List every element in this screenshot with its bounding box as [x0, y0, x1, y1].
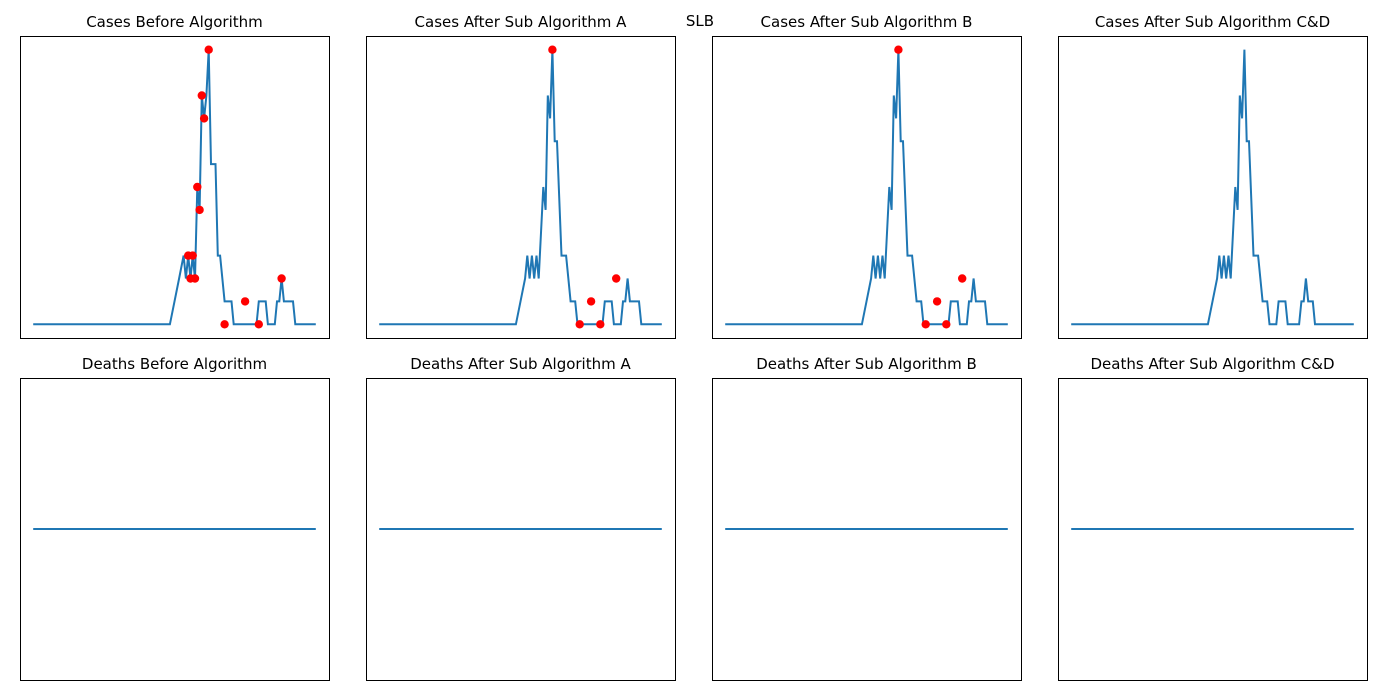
subplot-title: Cases After Sub Algorithm A [415, 13, 628, 31]
plot-frame [712, 36, 1022, 339]
subplot-5: Deaths Before Algorithm [20, 355, 330, 681]
series-line [1071, 49, 1354, 326]
subplot-title: Deaths After Sub Algorithm C&D [1091, 355, 1335, 373]
anomaly-marker [199, 114, 209, 123]
series-line [379, 49, 662, 326]
plot-frame [1058, 36, 1368, 339]
anomaly-marker [932, 297, 942, 306]
subplot-title: Deaths After Sub Algorithm A [410, 355, 631, 373]
subplot-1: Cases Before Algorithm [20, 13, 330, 339]
anomaly-marker [586, 297, 596, 306]
subplot-6: Deaths After Sub Algorithm A [366, 355, 676, 681]
anomaly-marker [612, 274, 621, 283]
anomaly-marker [942, 320, 951, 329]
anomaly-marker [921, 320, 930, 329]
subplot-2: Cases After Sub Algorithm A [366, 13, 676, 339]
subplot-grid: Cases Before Algorithm Cases After Sub Al… [20, 13, 1368, 681]
subplot-8: Deaths After Sub Algorithm C&D [1058, 355, 1368, 681]
subplot-7: Deaths After Sub Algorithm B [712, 355, 1022, 681]
anomaly-marker [277, 274, 286, 283]
figure-suptitle: SLB [686, 12, 714, 30]
subplot-title: Deaths Before Algorithm [82, 355, 267, 373]
subplot-title: Cases Before Algorithm [86, 13, 263, 31]
anomaly-marker [190, 274, 200, 283]
series-line [725, 49, 1008, 326]
anomaly-marker [188, 251, 197, 260]
plot-frame [366, 36, 676, 339]
series-line [33, 49, 316, 326]
anomaly-marker [548, 45, 557, 54]
anomaly-marker [220, 320, 229, 329]
anomaly-marker [254, 320, 263, 329]
anomaly-marker [958, 274, 967, 283]
plot-frame [20, 36, 330, 339]
anomaly-marker [596, 320, 605, 329]
anomaly-marker [894, 45, 903, 54]
subplot-4: Cases After Sub Algorithm C&D [1058, 13, 1368, 339]
subplot-3: Cases After Sub Algorithm B [712, 13, 1022, 339]
subplot-title: Cases After Sub Algorithm C&D [1095, 13, 1330, 31]
anomaly-marker [204, 45, 213, 54]
anomaly-marker [195, 205, 204, 215]
subplot-title: Deaths After Sub Algorithm B [756, 355, 977, 373]
anomaly-marker [240, 297, 250, 306]
anomaly-marker [193, 182, 202, 192]
anomaly-marker [575, 320, 584, 329]
anomaly-marker [197, 91, 206, 100]
subplot-title: Cases After Sub Algorithm B [761, 13, 973, 31]
